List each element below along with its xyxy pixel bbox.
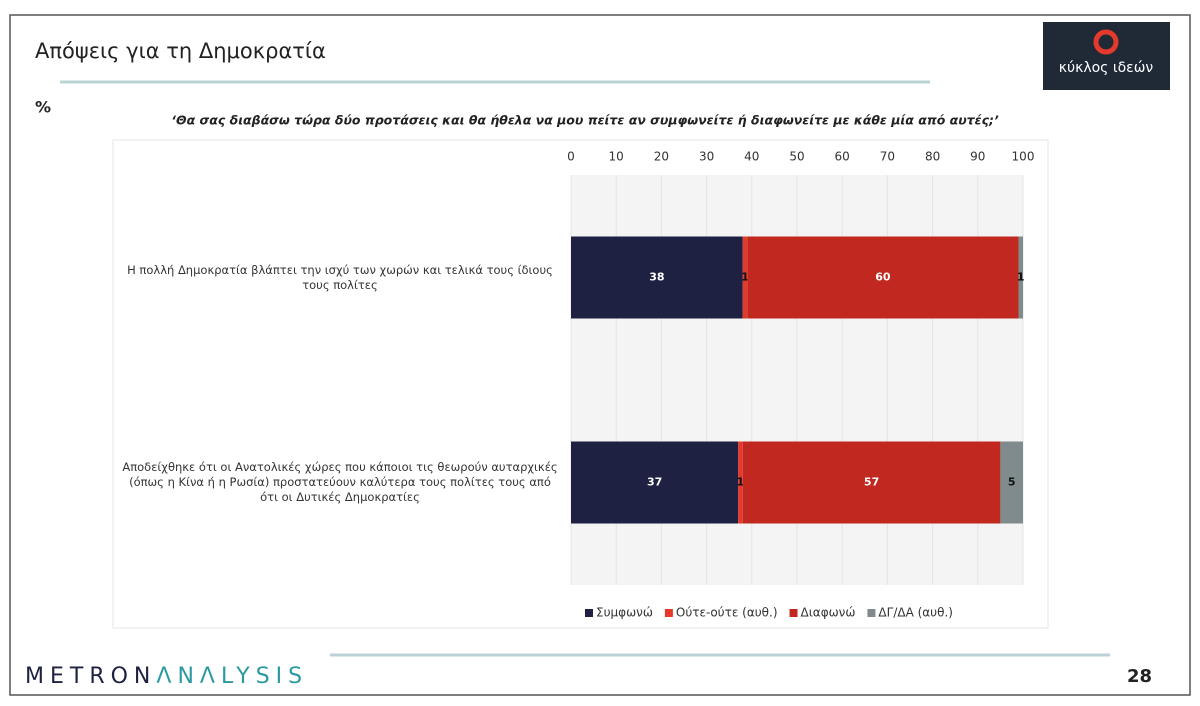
page-number: 28 [1127, 666, 1152, 687]
bar-segment [742, 236, 748, 319]
bar-segment [742, 441, 1001, 524]
brand: METRONΛNΛLYSIS [25, 664, 308, 689]
x-tick-label: 60 [835, 150, 850, 164]
logo-text: κύκλος ιδεών [1059, 60, 1154, 76]
data-label: 57 [864, 476, 879, 489]
x-tick-label: 30 [699, 150, 714, 164]
bar-segment [571, 236, 743, 319]
data-label: 60 [875, 271, 891, 284]
legend-swatch [789, 609, 798, 617]
x-tick-label: 100 [1012, 150, 1035, 164]
data-label: 5 [1008, 476, 1016, 489]
y-tick-label: Αποδείχθηκε ότι οι Ανατολικές χώρες που … [122, 460, 558, 504]
bar-segment [747, 236, 1019, 319]
bar-segment [571, 441, 739, 524]
x-tick-label: 90 [970, 150, 985, 164]
slide-title: Απόψεις για τη Δημοκρατία [35, 39, 326, 63]
x-tick-label: 70 [880, 150, 895, 164]
x-tick-label: 0 [567, 150, 575, 164]
legend-swatch [867, 609, 876, 617]
legend-swatch [664, 609, 673, 617]
x-tick-label: 50 [789, 150, 804, 164]
x-tick-label: 10 [609, 150, 624, 164]
category-label-box: Η πολλή Δημοκρατία βλάπτει την ισχύ των … [127, 262, 553, 292]
legend: Συμφωνώ Ούτε-ούτε (αυθ.) Διαφωνώ ΔΓ/ΔΑ (αυθ… [585, 606, 953, 620]
question: ‘Θα σας διαβάσω τώρα δύο προτάσεις και θ… [171, 113, 999, 128]
x-tick-label: 40 [744, 150, 759, 164]
legend-label: Ούτε-ούτε (αυθ.) [676, 606, 778, 620]
y-tick-label: Η πολλή Δημοκρατία βλάπτει την ισχύ των … [127, 262, 553, 292]
logo-ring [1093, 29, 1119, 55]
bar-segment [1000, 441, 1023, 524]
bar-segment [738, 441, 743, 524]
x-tick-label: 20 [654, 150, 669, 164]
legend-label: Διαφωνώ [801, 606, 856, 620]
bar-segment [1018, 236, 1023, 319]
data-label: 38 [649, 271, 664, 284]
legend-label: ΔΓ/ΔΑ (αυθ.) [878, 606, 953, 620]
data-label: 1 [737, 476, 745, 489]
unit-label: % [35, 98, 51, 117]
data-label: 1 [1017, 271, 1025, 284]
data-label: 37 [647, 476, 662, 489]
x-tick-label: 80 [925, 150, 940, 164]
legend-swatch [585, 609, 593, 617]
brand-first: METRON [25, 664, 156, 689]
chart: 0 10 20 30 40 50 60 70 80 90 100 Η πολλή Δημοκρατία… [122, 150, 1035, 620]
data-label: 1 [741, 271, 749, 284]
legend-label: Συμφωνώ [596, 606, 653, 620]
brand-second: ΛNΛLYSIS [156, 664, 308, 689]
category-label-box: Αποδείχθηκε ότι οι Ανατολικές χώρες που … [122, 460, 558, 504]
